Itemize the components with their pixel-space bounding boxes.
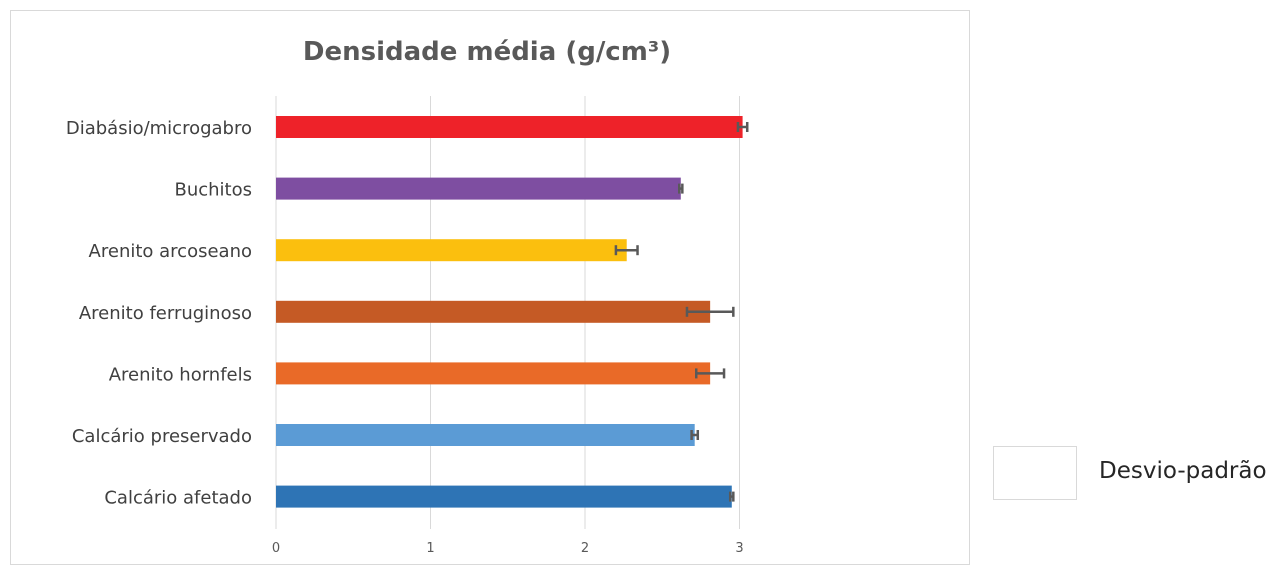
bar[interactable] xyxy=(276,177,681,200)
bar[interactable] xyxy=(276,485,732,508)
y-category-label: Arenito hornfels xyxy=(109,364,252,385)
chart-area xyxy=(10,10,970,565)
x-tick-label: 2 xyxy=(581,541,589,556)
y-category-label: Buchitos xyxy=(174,180,252,201)
bar[interactable] xyxy=(276,116,743,138)
y-category-label: Arenito ferruginoso xyxy=(79,303,252,324)
x-tick-label: 1 xyxy=(426,541,434,556)
y-category-label: Calcário afetado xyxy=(104,488,252,509)
bar[interactable] xyxy=(276,362,711,385)
x-tick-label: 0 xyxy=(272,541,280,556)
y-category-label: Arenito arcoseano xyxy=(89,241,252,262)
legend-box xyxy=(993,446,1077,500)
y-category-label: Diabásio/microgabro xyxy=(66,118,252,139)
legend-label: Desvio-padrão xyxy=(1099,458,1267,484)
chart-title: Densidade média (g/cm³) xyxy=(303,37,671,67)
bar[interactable] xyxy=(276,424,695,446)
bar[interactable] xyxy=(276,239,627,262)
bar[interactable] xyxy=(276,300,711,323)
x-tick-label: 3 xyxy=(735,541,743,556)
y-category-label: Calcário preservado xyxy=(72,426,252,447)
